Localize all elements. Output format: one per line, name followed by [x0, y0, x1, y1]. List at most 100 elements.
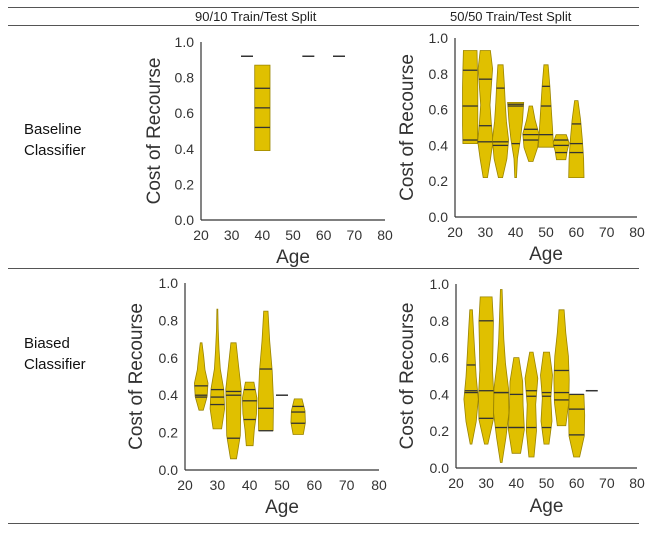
row-label-baseline-line1: Baseline: [24, 121, 82, 138]
chart-panel-baseline-90-10: 0.0 0.2 0.4 0.6 0.8 1.0 20 30 40 50 60 70 80 Age Cost …: [144, 34, 393, 268]
chart-panel-baseline-50-50: 0.0 0.2 0.4 0.6 0.8 1.0 20 30 40 50 60 70 80 Age Cost …: [397, 30, 645, 265]
x-tick-label: 20: [177, 477, 193, 493]
x-axis-title: Age: [276, 247, 310, 268]
violin-age-45: [524, 351, 539, 458]
x-tick-label: 70: [339, 477, 355, 493]
x-tick-label: 60: [569, 224, 585, 240]
violin-body: [290, 398, 306, 435]
x-tick-label: 50: [285, 227, 301, 243]
violin-age-60: [568, 393, 586, 458]
row-label-biased: Biased Classifier: [24, 333, 86, 375]
violin-body: [524, 351, 539, 458]
y-tick-label: 0.2: [429, 173, 449, 189]
violin-age-55: [552, 134, 570, 161]
x-axis-title: Age: [265, 497, 299, 518]
x-tick-label: 50: [539, 475, 555, 491]
chart-panel-biased-50-50: 0.0 0.2 0.4 0.6 0.8 1.0 20 30 40 50 60 70 80 Age Cost …: [397, 276, 645, 517]
row-label-biased-line1: Biased: [24, 335, 70, 352]
y-tick-label: 1.0: [159, 275, 179, 291]
x-tick-label: 80: [629, 475, 645, 491]
x-tick-label: 40: [242, 477, 258, 493]
x-tick-label: 40: [255, 227, 271, 243]
violin-body: [507, 102, 525, 179]
x-tick-label: 50: [538, 224, 554, 240]
y-tick-label: 0.2: [159, 425, 179, 441]
bottom-rule: [8, 523, 639, 524]
violin-body: [241, 381, 258, 447]
x-tick-label: 30: [478, 475, 494, 491]
violin-body: [493, 289, 510, 463]
chart-panel-biased-90-10: 0.0 0.2 0.4 0.6 0.8 1.0 20 30 40 50 60 70 80 Age Cost …: [126, 275, 387, 518]
y-axis-title: Cost of Recourse: [126, 303, 147, 450]
violin-body: [507, 357, 525, 454]
y-tick-label: 0.2: [175, 176, 195, 192]
y-tick-label: 1.0: [175, 34, 195, 50]
x-tick-label: 20: [448, 475, 464, 491]
x-tick-label: 40: [509, 475, 525, 491]
violin-body: [540, 351, 553, 445]
violin-body: [491, 64, 510, 179]
violin-body: [225, 342, 242, 460]
y-axis-title: Cost of Recourse: [397, 54, 418, 201]
column-title-90-10: 90/10 Train/Test Split: [195, 9, 317, 24]
violin-age-25: [463, 309, 479, 445]
violin-body: [478, 296, 495, 445]
y-tick-label: 0.6: [429, 102, 449, 118]
x-tick-label: 80: [371, 477, 387, 493]
x-tick-label: 60: [316, 227, 332, 243]
y-tick-label: 0.0: [175, 212, 195, 228]
y-tick-label: 0.8: [430, 313, 450, 329]
violin-body: [257, 310, 274, 432]
y-axis-title: Cost of Recourse: [397, 303, 418, 450]
violin-body: [462, 50, 479, 145]
violin-age-35: [225, 342, 242, 460]
violin-age-35: [491, 64, 510, 179]
violin-body: [568, 393, 586, 458]
x-axis-title: Age: [529, 244, 563, 265]
x-tick-label: 80: [629, 224, 645, 240]
y-tick-label: 0.8: [429, 66, 449, 82]
violin-body: [209, 308, 226, 430]
y-tick-label: 0.0: [429, 209, 449, 225]
violin-body: [477, 50, 494, 179]
y-tick-label: 0.6: [175, 105, 195, 121]
violin-age-40: [254, 64, 271, 152]
violin-age-60: [568, 100, 585, 179]
x-tick-label: 40: [508, 224, 524, 240]
violin-age-30: [209, 308, 226, 430]
y-tick-label: 0.0: [430, 460, 450, 476]
x-tick-label: 70: [599, 475, 615, 491]
row-label-baseline-line2: Classifier: [24, 142, 86, 159]
y-tick-label: 0.6: [430, 350, 450, 366]
row-label-biased-line2: Classifier: [24, 356, 86, 373]
x-tick-label: 70: [599, 224, 615, 240]
row-separator: [8, 268, 639, 269]
y-tick-label: 0.4: [159, 387, 179, 403]
x-tick-label: 50: [274, 477, 290, 493]
violin-age-50: [540, 351, 553, 445]
x-tick-label: 30: [210, 477, 226, 493]
violin-age-25: [193, 342, 209, 411]
violin-age-55: [290, 398, 306, 435]
violin-body: [522, 105, 540, 162]
violin-age-40: [241, 381, 258, 447]
violin-age-45: [257, 310, 274, 432]
x-tick-label: 20: [447, 224, 463, 240]
y-tick-label: 0.8: [175, 70, 195, 86]
y-tick-label: 0.6: [159, 350, 179, 366]
header-rule: [8, 25, 639, 26]
y-tick-label: 0.2: [430, 423, 450, 439]
x-tick-label: 80: [377, 227, 393, 243]
x-axis-title: Age: [530, 496, 564, 517]
violin-body: [553, 309, 570, 427]
y-tick-label: 1.0: [430, 276, 450, 292]
x-tick-label: 60: [569, 475, 585, 491]
violin-body: [552, 134, 570, 161]
y-axis-title: Cost of Recourse: [144, 58, 165, 205]
x-tick-label: 70: [347, 227, 363, 243]
x-tick-label: 60: [307, 477, 323, 493]
y-tick-label: 1.0: [429, 30, 449, 46]
x-tick-label: 20: [193, 227, 209, 243]
y-tick-label: 0.4: [430, 386, 450, 402]
